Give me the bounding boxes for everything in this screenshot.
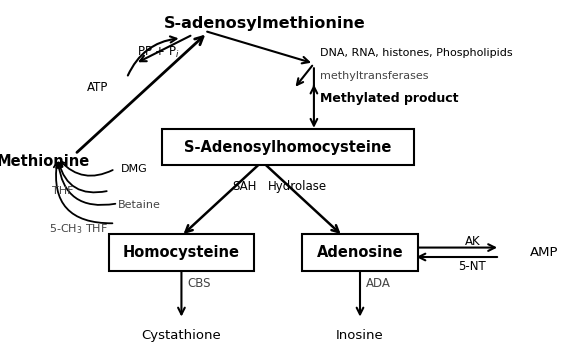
Text: methyltransferases: methyltransferases	[320, 71, 428, 81]
Text: THF: THF	[52, 185, 73, 196]
FancyBboxPatch shape	[162, 129, 414, 166]
Text: 5-NT: 5-NT	[458, 260, 486, 273]
Text: Cystathione: Cystathione	[142, 329, 221, 342]
Text: AMP: AMP	[530, 246, 559, 259]
Text: Adenosine: Adenosine	[317, 245, 403, 260]
Text: DMG: DMG	[121, 164, 147, 174]
Text: Betaine: Betaine	[118, 200, 161, 210]
Text: PP + P$_i$: PP + P$_i$	[137, 45, 180, 60]
Text: SAH: SAH	[232, 180, 256, 193]
Text: Methylated product: Methylated product	[320, 91, 458, 105]
Text: S-adenosylmethionine: S-adenosylmethionine	[164, 16, 366, 31]
Text: ADA: ADA	[366, 277, 391, 290]
FancyBboxPatch shape	[302, 234, 418, 271]
Text: CBS: CBS	[187, 277, 211, 290]
Text: Inosine: Inosine	[336, 329, 384, 342]
FancyBboxPatch shape	[109, 234, 253, 271]
Text: AK: AK	[464, 235, 480, 248]
Text: Methionine: Methionine	[0, 154, 90, 169]
Text: 5-CH$_3$ THF: 5-CH$_3$ THF	[49, 222, 108, 236]
Text: DNA, RNA, histones, Phospholipids: DNA, RNA, histones, Phospholipids	[320, 48, 512, 58]
Text: Homocysteine: Homocysteine	[123, 245, 240, 260]
Text: S-Adenosylhomocysteine: S-Adenosylhomocysteine	[184, 139, 392, 155]
Text: Hydrolase: Hydrolase	[268, 180, 327, 193]
Text: ATP: ATP	[87, 81, 109, 94]
